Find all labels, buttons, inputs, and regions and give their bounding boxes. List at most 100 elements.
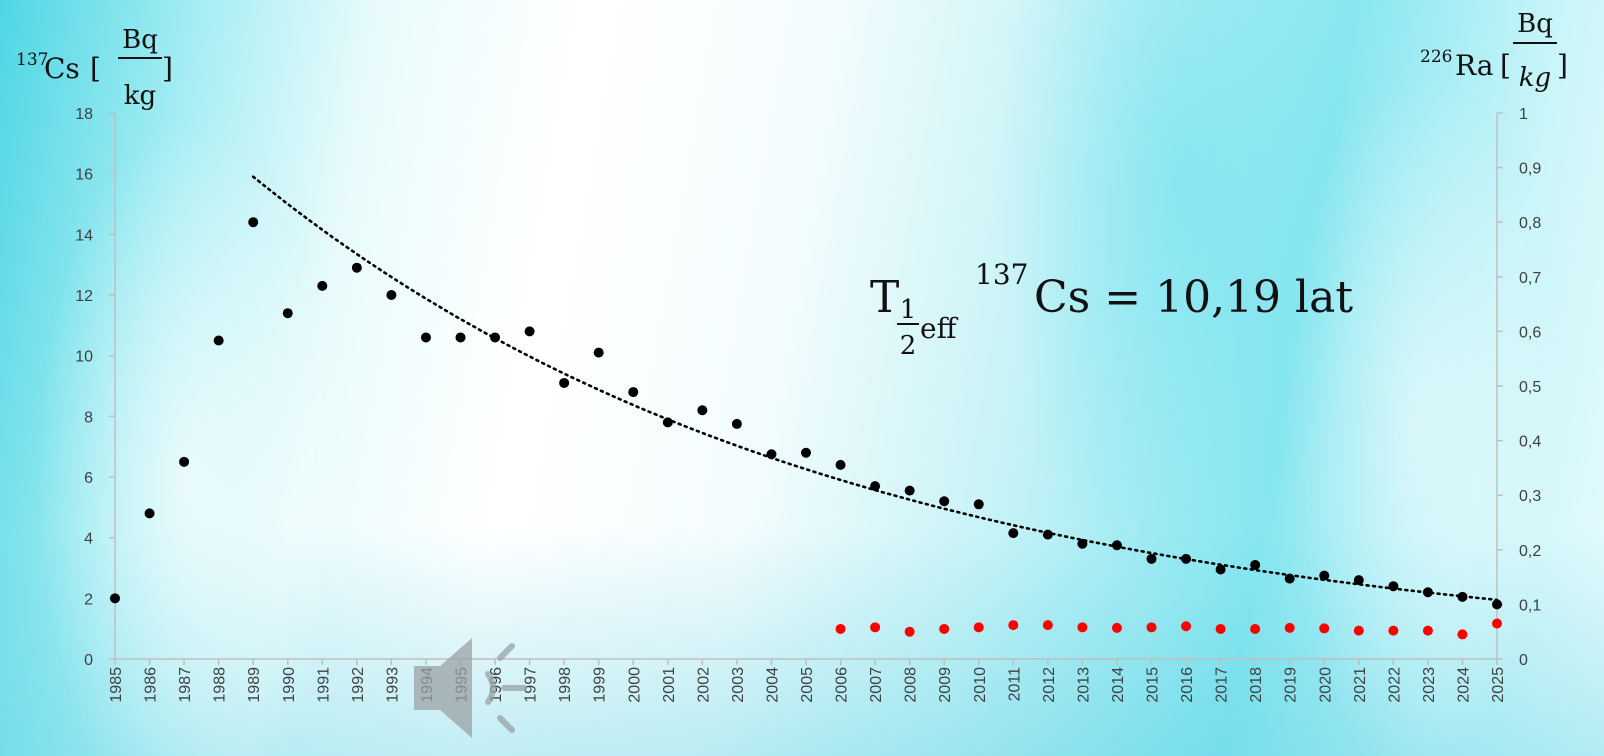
ra226-point	[1181, 621, 1192, 632]
cs137-point	[593, 347, 604, 358]
svg-text:T: T	[870, 272, 899, 323]
cs137-point	[1215, 564, 1226, 575]
left-tick-label: 0	[84, 652, 93, 669]
x-tick-label: 2017	[1214, 667, 1231, 703]
right-tick-label: 0,4	[1519, 434, 1541, 451]
x-tick-label: 1997	[523, 667, 540, 703]
cs137-point	[248, 217, 259, 228]
right-tick-label: 0,8	[1519, 215, 1541, 232]
ra226-point	[1457, 629, 1468, 640]
speaker-icon[interactable]	[408, 628, 538, 748]
cs137-point	[490, 332, 501, 343]
ra226-point	[1250, 623, 1261, 634]
x-tick-label: 2004	[764, 667, 781, 703]
x-tick-label: 2025	[1490, 667, 1507, 703]
left-tick-label: 6	[84, 470, 93, 487]
x-tick-label: 2021	[1352, 667, 1369, 703]
svg-text:[: [	[90, 52, 101, 85]
cs137-point	[144, 508, 155, 519]
x-tick-label: 2010	[972, 667, 989, 703]
right-tick-label: 0,1	[1519, 597, 1541, 614]
x-tick-label: 1998	[557, 667, 574, 703]
svg-text:]: ]	[1557, 49, 1568, 82]
left-tick-label: 16	[75, 167, 93, 184]
cs137-point	[904, 485, 915, 496]
x-tick-label: 2009	[937, 667, 954, 703]
x-tick-label: 2002	[695, 667, 712, 703]
ra226-point	[1146, 622, 1157, 633]
x-tick-label: 2013	[1075, 667, 1092, 703]
ra226-point	[1042, 620, 1053, 631]
cs137-point	[766, 449, 777, 460]
trendline-path	[251, 175, 1499, 602]
cs137-point	[870, 481, 881, 492]
x-tick-label: 2003	[730, 667, 747, 703]
cs137-point	[1042, 529, 1053, 540]
right-tick-label: 0,7	[1519, 270, 1541, 287]
ra226-point	[1111, 622, 1122, 633]
ra226-point	[1215, 623, 1226, 634]
ra226-point	[835, 623, 846, 634]
x-tick-label: 2000	[626, 667, 643, 703]
cs137-point	[282, 308, 293, 319]
ra226-point	[1077, 622, 1088, 633]
left-axis-ticks: 0 2 4 6 8 10 12 14 16 18	[75, 106, 115, 669]
x-tick-label: 2008	[903, 667, 920, 703]
x-tick-label: 1992	[350, 667, 367, 703]
cs137-point	[1250, 559, 1261, 570]
cs137-point	[662, 417, 673, 428]
cs137-point	[1353, 575, 1364, 586]
ra226-point	[973, 622, 984, 633]
ra226-point	[939, 623, 950, 634]
svg-text:Bq: Bq	[122, 25, 158, 55]
x-tick-label: 2020	[1317, 667, 1334, 703]
cs137-point	[455, 332, 466, 343]
right-tick-label: 0,9	[1519, 161, 1541, 178]
cs137-point	[1492, 599, 1502, 610]
x-tick-label: 2018	[1248, 667, 1265, 703]
ra226-point	[1008, 620, 1019, 631]
cs137-point	[524, 326, 535, 337]
cs137-point	[110, 593, 120, 604]
left-tick-label: 12	[75, 288, 93, 305]
svg-text:226: 226	[1420, 47, 1452, 67]
svg-text:Cs = 10,19 lat: Cs = 10,19 lat	[1034, 272, 1353, 323]
x-tick-label: 2015	[1145, 667, 1162, 703]
cs137-point	[1008, 528, 1019, 539]
ra226-point	[1284, 622, 1295, 633]
cs137-point	[801, 447, 811, 458]
left-tick-label: 8	[84, 409, 93, 426]
cs137-point	[1146, 553, 1157, 564]
cs137-point	[973, 499, 984, 510]
x-tick-label: 2001	[661, 667, 678, 703]
x-tick-label: 2024	[1455, 667, 1472, 703]
left-tick-label: 18	[75, 106, 93, 123]
right-tick-label: 0,3	[1519, 488, 1541, 505]
ra226-point	[1353, 625, 1364, 636]
x-tick-label: 2005	[799, 667, 816, 703]
cs137-point	[1422, 587, 1433, 598]
ra226-point	[1422, 625, 1433, 636]
cs137-point	[317, 280, 328, 291]
svg-text:eff: eff	[920, 312, 959, 345]
right-axis-ticks: 0 0,1 0,2 0,3 0,4 0,5 0,6 0,7 0,8 0,9 1	[1497, 106, 1541, 669]
x-tick-label: 1986	[143, 667, 160, 703]
right-tick-label: 0,5	[1519, 379, 1541, 396]
svg-text:Cs: Cs	[44, 52, 80, 85]
right-tick-label: 0	[1519, 652, 1528, 669]
svg-text:1: 1	[900, 295, 917, 325]
x-tick-label: 1990	[281, 667, 298, 703]
svg-text:137: 137	[975, 258, 1028, 291]
cs137-point	[1181, 553, 1192, 564]
left-axis-title: 137 Cs [ Bq kg ]	[16, 25, 173, 111]
cs137-point	[939, 496, 950, 507]
trendline	[251, 175, 1499, 602]
cs137-point	[420, 332, 431, 343]
data-points	[110, 217, 1502, 640]
ra226-point	[904, 626, 915, 637]
cs137-point	[1457, 591, 1468, 602]
svg-text:]: ]	[162, 52, 173, 85]
right-tick-label: 1	[1519, 106, 1528, 123]
